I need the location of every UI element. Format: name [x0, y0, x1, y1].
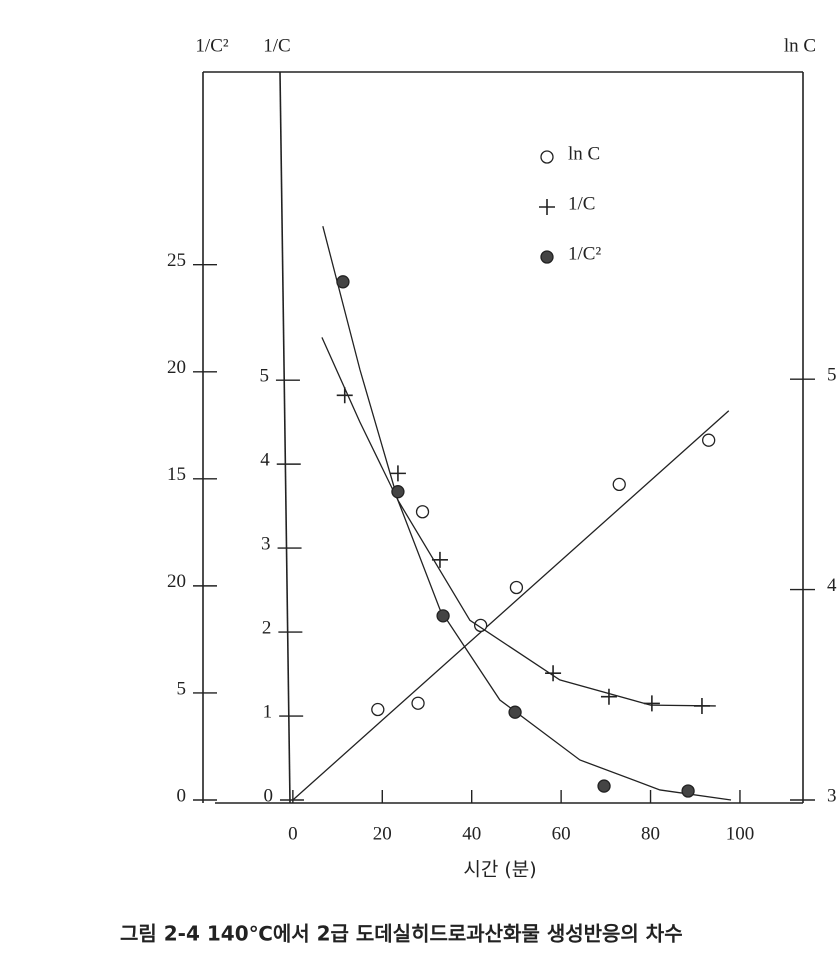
- y-tick-label: 20: [167, 571, 186, 592]
- plus-stroke: [545, 665, 562, 682]
- open-point: [371, 702, 385, 717]
- filled-point: [436, 609, 450, 623]
- plus-stroke: [431, 551, 448, 568]
- x-tick-label: 20: [373, 823, 392, 844]
- y3-tick-label: 3: [827, 785, 837, 806]
- x-tick-label: 100: [726, 823, 755, 844]
- y-axis-label: 1/C²: [195, 35, 228, 56]
- y3-tick-label: 5: [827, 365, 837, 386]
- open-point: [612, 477, 626, 492]
- legend-label: 1/C: [568, 193, 595, 214]
- y2-tick-label: 3: [261, 533, 271, 554]
- filled-point: [597, 779, 611, 793]
- open-point: [509, 580, 524, 595]
- filled-point: [391, 485, 405, 499]
- y3-tick-label: 4: [827, 575, 837, 596]
- plus-marker: [693, 697, 710, 714]
- open-point: [702, 433, 716, 447]
- plus-stroke: [389, 465, 406, 482]
- x-tick-label: 60: [552, 823, 571, 844]
- plus-stroke: [539, 199, 555, 215]
- y-tick-label: 20: [167, 357, 186, 378]
- open-point: [415, 505, 430, 519]
- filled-point: [336, 275, 350, 289]
- legend-marker: [540, 150, 554, 164]
- y-tick-label: 25: [167, 250, 186, 271]
- plus-marker: [336, 387, 353, 404]
- y2-tick-label: 0: [263, 785, 273, 806]
- fit-curve: [322, 226, 732, 801]
- y-tick-label: 0: [177, 785, 187, 806]
- open-point: [473, 618, 488, 633]
- plus-stroke: [693, 697, 710, 714]
- filled-point: [681, 784, 695, 798]
- plus-marker: [431, 551, 448, 568]
- caption: 그림 2-4 140℃에서 2급 도데실히드로과산화물 생성반응의 차수: [120, 922, 683, 946]
- plus-marker: [600, 688, 617, 705]
- legend-label: 1/C²: [568, 243, 601, 264]
- y-tick-label: 15: [167, 464, 186, 485]
- x-axis-label: 시간 (분): [463, 859, 536, 881]
- plus-stroke: [643, 695, 660, 712]
- y2-axis-label: 1/C: [263, 35, 290, 56]
- x-tick-label: 80: [641, 823, 660, 844]
- plus-stroke: [336, 387, 353, 404]
- x-tick-label: 40: [462, 823, 481, 844]
- plus-marker: [545, 665, 562, 682]
- fit-curve: [292, 410, 730, 801]
- legend-label: ln C: [568, 143, 600, 164]
- y-tick-label: 5: [177, 678, 187, 699]
- y3-axis-label: ln C: [784, 35, 816, 56]
- x-tick-label: 0: [288, 823, 298, 844]
- y2-tick-label: 4: [260, 449, 270, 470]
- plus-marker: [389, 465, 406, 482]
- y2-tick-label: 1: [263, 701, 273, 722]
- legend-marker: [540, 250, 554, 264]
- inner-axis: [279, 71, 291, 804]
- open-point: [411, 696, 425, 710]
- y2-tick-label: 2: [262, 617, 272, 638]
- filled-point: [508, 705, 522, 719]
- plus-marker: [643, 695, 660, 712]
- plus-stroke: [600, 688, 617, 705]
- legend-marker: [539, 199, 555, 215]
- y2-tick-label: 5: [259, 366, 269, 387]
- fit-curve: [321, 337, 716, 707]
